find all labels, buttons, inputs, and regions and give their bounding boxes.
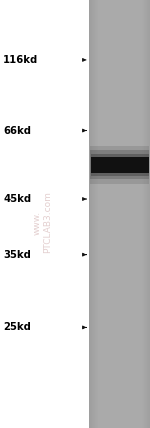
Bar	[91, 157, 148, 173]
Text: 116kd: 116kd	[3, 55, 38, 65]
Text: 35kd: 35kd	[3, 250, 31, 260]
Bar	[90, 150, 149, 179]
Text: 25kd: 25kd	[3, 322, 31, 333]
Text: 66kd: 66kd	[3, 125, 31, 136]
Text: 45kd: 45kd	[3, 194, 31, 204]
Bar	[91, 154, 149, 176]
Text: www.
PTCLAB3.com: www. PTCLAB3.com	[32, 192, 52, 253]
Bar	[90, 146, 149, 184]
